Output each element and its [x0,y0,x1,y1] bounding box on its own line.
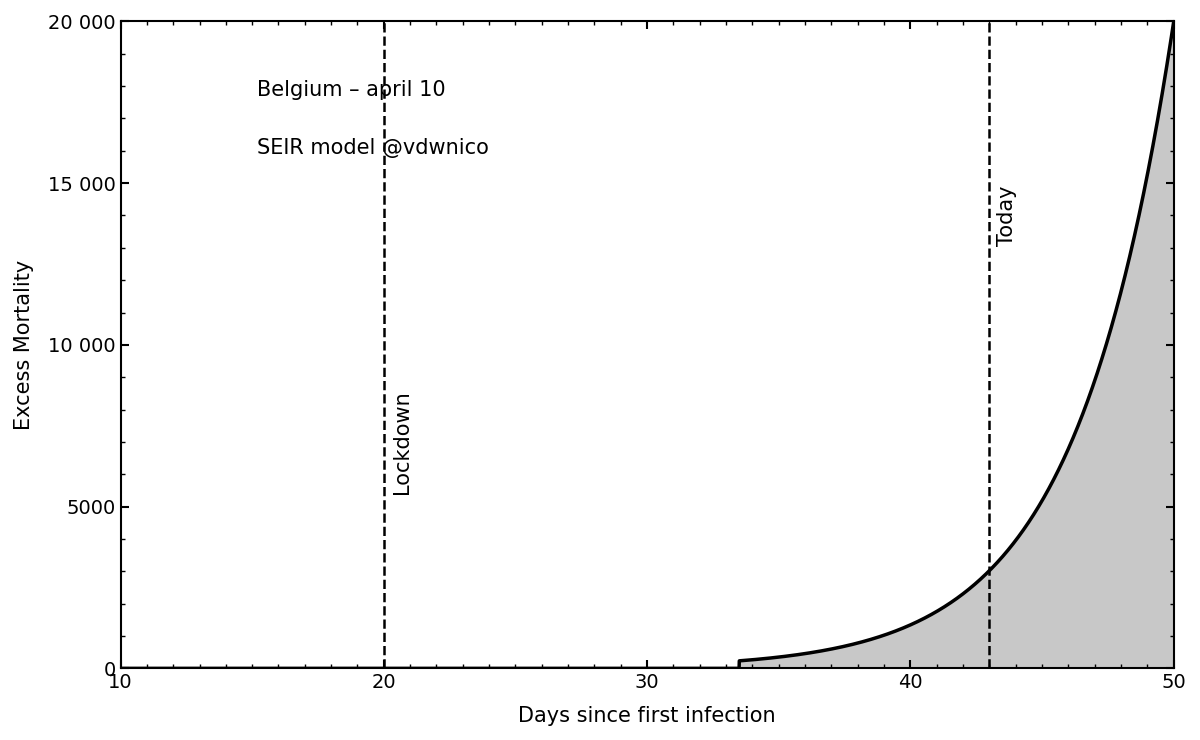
Y-axis label: Excess Mortality: Excess Mortality [14,260,34,430]
Text: SEIR model @vdwnico: SEIR model @vdwnico [258,138,490,158]
Text: Belgium – april 10: Belgium – april 10 [258,80,446,100]
Text: Lockdown: Lockdown [391,390,412,494]
Text: Today: Today [997,185,1018,246]
X-axis label: Days since first infection: Days since first infection [518,706,776,726]
